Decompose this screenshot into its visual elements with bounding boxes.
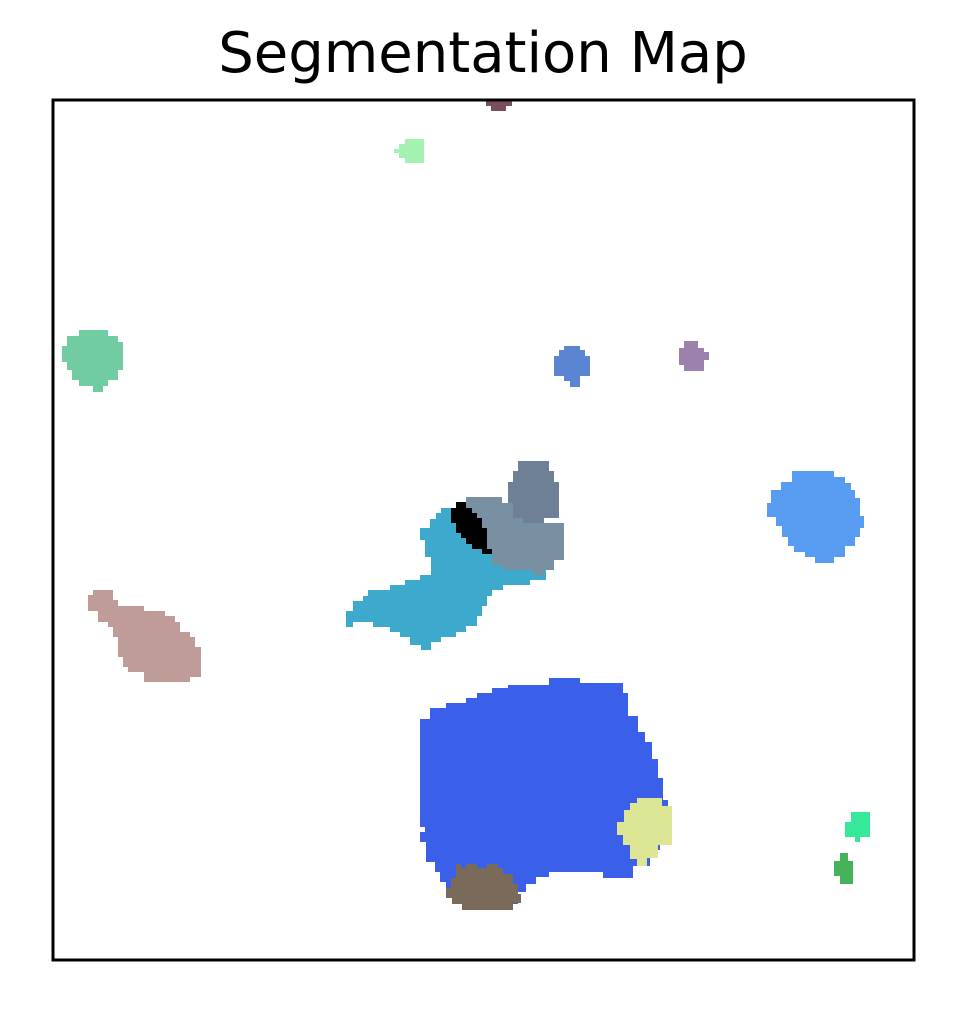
segment-brown-gray — [446, 864, 521, 910]
segment-light-green — [394, 139, 424, 163]
segment-green — [834, 853, 853, 884]
segment-rosy-brown — [88, 590, 201, 682]
segment-royal-blue — [420, 678, 668, 904]
segment-sky-blue — [767, 471, 864, 563]
figure-title: Segmentation Map — [218, 21, 748, 86]
segment-lavender — [679, 341, 709, 371]
axes-frame — [51, 98, 916, 962]
segment-steel-gray — [466, 497, 564, 575]
segment-pale-yellow — [617, 798, 672, 866]
segment-slate-gray — [508, 461, 559, 523]
segment-cornflower-blue — [554, 346, 590, 387]
segment-dark-rose — [486, 100, 512, 111]
segment-black — [451, 502, 492, 554]
segment-spring-green — [845, 812, 870, 842]
segment-layer — [62, 100, 870, 910]
segment-mint-green — [62, 330, 123, 392]
